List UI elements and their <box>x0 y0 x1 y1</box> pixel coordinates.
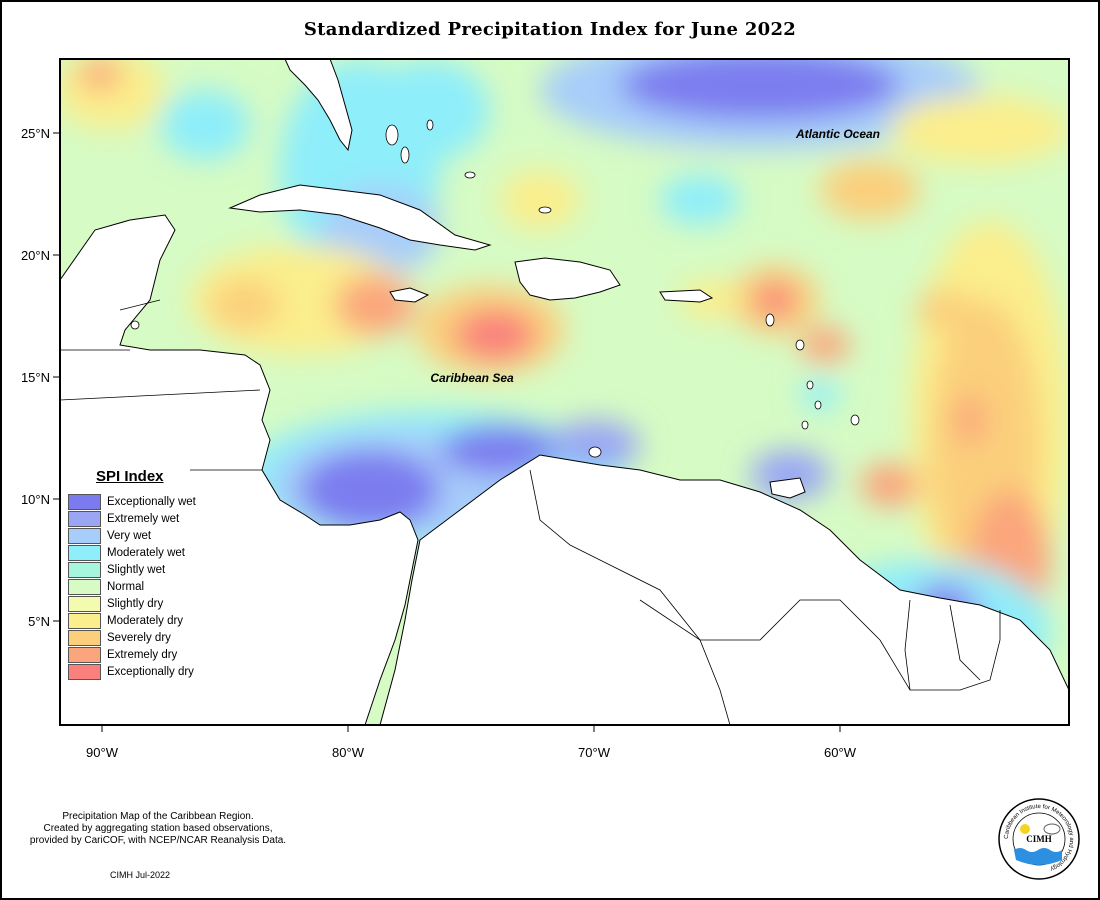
legend-label: Slightly dry <box>107 597 164 610</box>
legend-label: Slightly wet <box>107 563 166 576</box>
legend-swatch <box>68 612 101 629</box>
legend-swatch <box>68 646 101 663</box>
legend-swatch <box>68 493 101 510</box>
legend-item: Normal <box>68 578 228 595</box>
footnote: Precipitation Map of the Caribbean Regio… <box>8 811 308 847</box>
footnote-line: provided by CariCOF, with NCEP/NCAR Rean… <box>29 835 287 846</box>
legend-label: Moderately dry <box>107 614 184 627</box>
waves-icon <box>1014 848 1062 865</box>
legend-item: Moderately dry <box>68 612 228 629</box>
logo-abbr: CIMH <box>1026 834 1052 844</box>
footnote-line: Created by aggregating station based obs… <box>43 823 273 834</box>
y-tick-label: 25°N <box>21 126 50 141</box>
legend-item: Severely dry <box>68 629 228 646</box>
legend-item: Exceptionally wet <box>68 493 228 510</box>
legend-label: Normal <box>107 580 145 593</box>
legend-item: Very wet <box>68 527 228 544</box>
legend-label: Exceptionally wet <box>107 495 196 508</box>
legend-item: Extremely wet <box>68 510 228 527</box>
y-tick-label: 15°N <box>21 370 50 385</box>
x-axis: 90°W 80°W 70°W 60°W <box>86 725 857 760</box>
x-tick-label: 90°W <box>86 745 119 760</box>
y-tick-label: 10°N <box>21 492 50 507</box>
legend-title: SPI Index <box>96 468 164 485</box>
legend-swatch <box>68 527 101 544</box>
atlantic-ocean-label: Atlantic Ocean <box>795 127 880 141</box>
legend-item: Slightly dry <box>68 595 228 612</box>
legend-label: Extremely wet <box>107 512 180 525</box>
y-tick-label: 20°N <box>21 248 50 263</box>
legend-swatch <box>68 663 101 680</box>
legend-item: Slightly wet <box>68 561 228 578</box>
legend-items: Exceptionally wet Extremely wet Very wet Mo… <box>68 493 228 680</box>
y-axis: 25°N 20°N 15°N 10°N 5°N <box>21 126 60 629</box>
cloud-icon <box>1043 823 1061 835</box>
legend-label: Moderately wet <box>107 546 185 559</box>
x-tick-label: 60°W <box>824 745 857 760</box>
sun-icon <box>1020 824 1030 834</box>
footnote-line: Precipitation Map of the Caribbean Regio… <box>62 811 254 822</box>
x-tick-label: 70°W <box>578 745 611 760</box>
legend-swatch <box>68 595 101 612</box>
credit-text: CIMH Jul-2022 <box>110 870 171 880</box>
legend-swatch <box>68 629 101 646</box>
islands <box>130 119 860 458</box>
caribbean-sea-label: Caribbean Sea <box>430 371 514 385</box>
map-border <box>59 58 1070 726</box>
y-tick-label: 5°N <box>28 614 50 629</box>
legend-swatch <box>68 544 101 561</box>
legend-swatch <box>68 561 101 578</box>
spi-legend: SPI Index Exceptionally wet Extremely wet… <box>68 468 228 680</box>
legend-item: Extremely dry <box>68 646 228 663</box>
legend-swatch <box>68 578 101 595</box>
legend-label: Extremely dry <box>107 648 178 661</box>
legend-item: Exceptionally dry <box>68 663 228 680</box>
legend-label: Severely dry <box>107 631 171 644</box>
legend-swatch <box>68 510 101 527</box>
map-title: Standardized Precipitation Index for Jun… <box>303 19 797 40</box>
x-tick-label: 80°W <box>332 745 365 760</box>
legend-label: Exceptionally dry <box>107 665 194 678</box>
legend-label: Very wet <box>107 529 152 542</box>
cimh-logo: Caribbean Institute for Meteorology and … <box>998 798 1080 880</box>
legend-item: Moderately wet <box>68 544 228 561</box>
country-borders <box>60 299 1001 725</box>
